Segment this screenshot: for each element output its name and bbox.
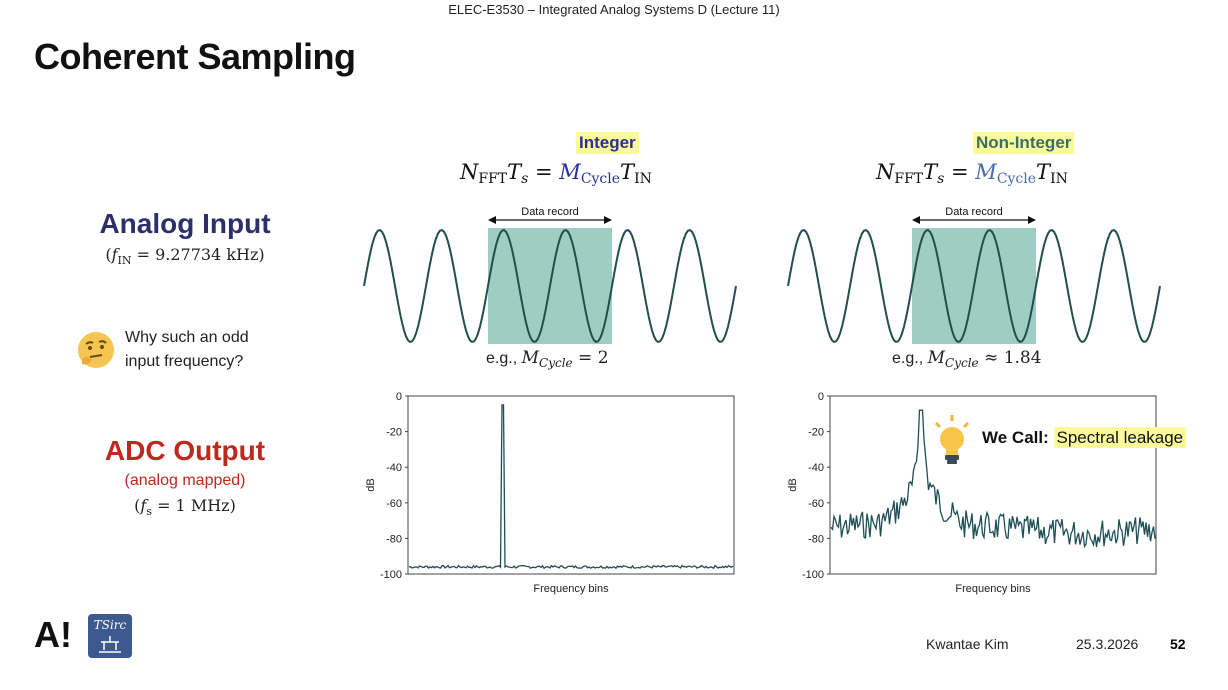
y-axis-label: dB <box>365 478 377 491</box>
coherent-formula-non-integer: NFFTTs = MCycleTIN <box>876 160 1068 187</box>
adc-output-label: ADC Output <box>104 435 266 466</box>
adc-sample-frequency: (fs = 1 MHz) <box>134 496 236 519</box>
example-non-integer: e.g., MCycle ≈ 1.84 <box>892 348 1042 370</box>
spectrum-chart-non-integer: 0 -20 -40 -60 -80 -100 dB Frequency bins <box>787 391 1157 595</box>
y-tick-label: -80 <box>808 533 824 545</box>
thinking-face-icon <box>78 332 114 368</box>
tsirc-logo: TSirc <box>88 614 132 658</box>
y-tick-label: -80 <box>386 533 402 545</box>
y-tick-label: -100 <box>380 569 402 581</box>
sine-wave-integer: Data record <box>363 206 737 344</box>
y-tick-label: -100 <box>802 569 824 581</box>
y-tick-label: -20 <box>808 427 824 439</box>
sine-wave-path <box>787 229 1161 343</box>
lightbulb-icon <box>934 415 970 464</box>
data-record-label: Data record <box>521 206 578 218</box>
spectral-leakage-callout: We Call: Spectral leakage <box>982 427 1187 448</box>
x-axis-label: Frequency bins <box>533 583 609 595</box>
aalto-logo: A! <box>34 614 72 655</box>
y-tick-label: -40 <box>808 462 824 474</box>
spectrum-chart-integer: 0 -20 -40 -60 -80 -100 dB Frequency bins <box>365 391 735 595</box>
x-axis-label: Frequency bins <box>955 583 1031 595</box>
lecture-header: ELEC-E3530 – Integrated Analog Systems D… <box>448 2 780 17</box>
integer-label: Integer <box>576 132 639 154</box>
footer-date: 25.3.2026 <box>1076 636 1139 652</box>
example-integer: e.g., MCycle = 2 <box>486 348 609 370</box>
spectrum-trace <box>408 404 734 570</box>
analog-input-label: Analog Input <box>99 208 271 239</box>
data-record-label: Data record <box>945 206 1002 218</box>
adc-analog-mapped: (analog mapped) <box>124 472 246 489</box>
coherent-formula-integer: NFFTTs = MCycleTIN <box>460 160 652 187</box>
y-tick-label: 0 <box>818 391 824 403</box>
sine-wave-non-integer: Data record <box>787 206 1161 344</box>
footer-author: Kwantae Kim <box>926 636 1009 652</box>
y-tick-label: 0 <box>396 391 402 403</box>
question-text: Why such an odd input frequency? <box>125 329 249 370</box>
y-tick-label: -40 <box>386 462 402 474</box>
plot-frame <box>829 395 1157 575</box>
spectrum-trace <box>830 409 1156 549</box>
page-number: 52 <box>1170 636 1186 652</box>
non-integer-label: Non-Integer <box>973 132 1075 154</box>
sine-wave-path <box>363 229 737 343</box>
y-tick-label: -60 <box>386 498 402 510</box>
slide-title: Coherent Sampling <box>34 36 356 77</box>
plot-frame <box>407 395 735 575</box>
y-axis-label: dB <box>787 478 799 491</box>
analog-input-frequency: (fIN = 9.27734 kHz) <box>105 245 265 268</box>
y-tick-label: -20 <box>386 427 402 439</box>
y-tick-label: -60 <box>808 498 824 510</box>
